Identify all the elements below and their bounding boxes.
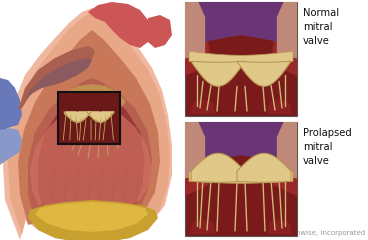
Polygon shape	[3, 8, 172, 240]
Bar	[185, 122, 297, 236]
Polygon shape	[148, 15, 172, 48]
Polygon shape	[100, 112, 101, 122]
Polygon shape	[30, 105, 152, 210]
Polygon shape	[189, 171, 293, 183]
Polygon shape	[108, 112, 110, 118]
Polygon shape	[66, 112, 67, 115]
Polygon shape	[190, 100, 215, 114]
Polygon shape	[70, 112, 71, 119]
Polygon shape	[111, 112, 113, 115]
Polygon shape	[74, 112, 75, 122]
Polygon shape	[67, 112, 68, 117]
Polygon shape	[113, 112, 114, 114]
Polygon shape	[103, 112, 104, 122]
Polygon shape	[267, 100, 292, 114]
Polygon shape	[68, 112, 70, 118]
Polygon shape	[18, 30, 160, 235]
Polygon shape	[267, 220, 292, 234]
Polygon shape	[110, 112, 111, 117]
Polygon shape	[0, 128, 22, 165]
Polygon shape	[185, 2, 205, 58]
Polygon shape	[191, 153, 245, 182]
Polygon shape	[28, 200, 158, 240]
Polygon shape	[190, 220, 215, 234]
Polygon shape	[93, 112, 94, 119]
Bar	[185, 2, 297, 116]
Polygon shape	[98, 112, 100, 122]
Polygon shape	[94, 112, 96, 120]
Polygon shape	[71, 112, 72, 120]
Polygon shape	[185, 122, 205, 178]
Polygon shape	[28, 78, 152, 232]
Polygon shape	[185, 122, 297, 168]
Polygon shape	[88, 2, 152, 48]
Polygon shape	[277, 2, 297, 58]
Polygon shape	[58, 84, 126, 112]
Polygon shape	[97, 112, 98, 122]
Polygon shape	[185, 122, 210, 196]
Polygon shape	[79, 112, 81, 122]
Polygon shape	[82, 112, 84, 120]
Polygon shape	[18, 46, 95, 110]
Polygon shape	[107, 112, 108, 119]
Polygon shape	[96, 112, 97, 121]
Polygon shape	[237, 61, 291, 86]
Polygon shape	[185, 2, 210, 76]
Polygon shape	[237, 153, 291, 182]
Text: © Healthwise, Incorporated: © Healthwise, Incorporated	[268, 229, 365, 236]
Polygon shape	[88, 112, 90, 115]
Polygon shape	[22, 58, 92, 108]
Polygon shape	[87, 112, 88, 114]
Text: Prolapsed
mitral
valve: Prolapsed mitral valve	[303, 128, 352, 166]
Polygon shape	[84, 112, 85, 119]
Polygon shape	[64, 112, 66, 114]
Polygon shape	[101, 112, 103, 122]
Polygon shape	[38, 86, 145, 228]
Polygon shape	[8, 12, 170, 240]
Polygon shape	[78, 112, 79, 122]
Polygon shape	[0, 78, 22, 135]
Polygon shape	[185, 2, 297, 48]
Polygon shape	[72, 112, 74, 121]
Polygon shape	[272, 122, 297, 196]
Polygon shape	[104, 112, 106, 121]
Polygon shape	[85, 112, 87, 118]
Polygon shape	[88, 112, 89, 115]
Polygon shape	[77, 112, 78, 122]
Text: Normal
mitral
valve: Normal mitral valve	[303, 8, 339, 46]
Polygon shape	[189, 51, 293, 63]
Bar	[58, 92, 120, 144]
Polygon shape	[35, 202, 148, 232]
Polygon shape	[89, 112, 91, 114]
Polygon shape	[106, 112, 107, 120]
Polygon shape	[191, 61, 245, 86]
Polygon shape	[87, 112, 88, 117]
Polygon shape	[91, 112, 93, 118]
Polygon shape	[272, 2, 297, 76]
Polygon shape	[277, 122, 297, 178]
Polygon shape	[90, 112, 91, 117]
Polygon shape	[75, 112, 77, 122]
Polygon shape	[81, 112, 82, 121]
